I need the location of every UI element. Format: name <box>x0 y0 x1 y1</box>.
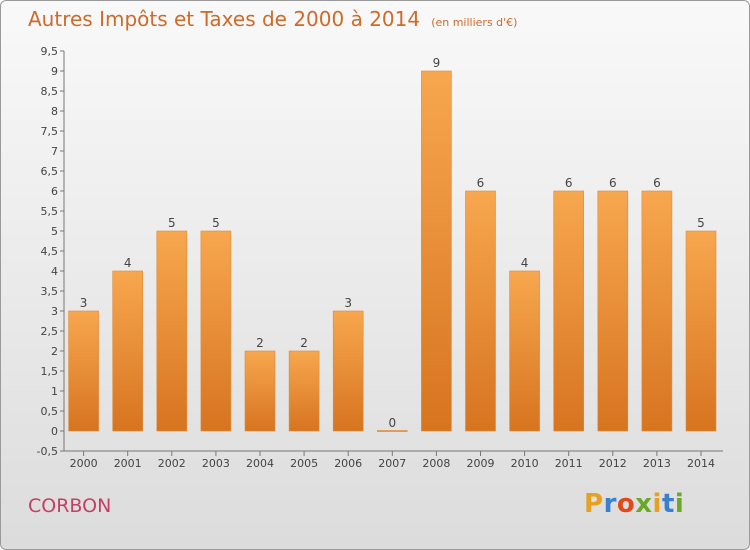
commune-name: CORBON <box>28 495 112 517</box>
x-tick-label: 2001 <box>114 457 142 470</box>
y-tick-label: -0,5 <box>37 445 58 458</box>
bar <box>156 230 188 432</box>
x-tick-label: 2008 <box>422 457 450 470</box>
y-tick-label: 8 <box>51 105 58 118</box>
bar <box>200 230 232 432</box>
bar-value-label: 6 <box>565 176 573 190</box>
x-tick-label: 2014 <box>687 457 715 470</box>
bar-value-label: 6 <box>609 176 617 190</box>
bar-value-label: 4 <box>521 256 529 270</box>
y-tick-label: 1,5 <box>41 365 59 378</box>
bar <box>112 270 143 432</box>
y-tick-label: 0 <box>51 425 58 438</box>
y-tick-label: 7 <box>51 145 58 158</box>
bar <box>597 190 629 432</box>
y-tick-label: 4,5 <box>41 245 59 258</box>
y-tick-label: 3,5 <box>41 285 59 298</box>
y-tick-label: 6,5 <box>41 165 59 178</box>
x-tick-label: 2012 <box>599 457 627 470</box>
logo-letter: t <box>661 489 675 519</box>
bar-value-label: 2 <box>256 336 264 350</box>
x-tick-label: 2007 <box>378 457 406 470</box>
bar <box>465 190 496 432</box>
bar <box>641 190 673 432</box>
logo-letter: x <box>635 489 653 519</box>
chart-title-block: Autres Impôts et Taxes de 2000 à 2014 (e… <box>28 7 517 31</box>
bar-value-label: 0 <box>388 416 396 430</box>
y-tick-label: 0,5 <box>41 405 59 418</box>
bar <box>421 70 452 432</box>
bar-value-label: 6 <box>477 176 485 190</box>
bar <box>509 270 540 432</box>
bar <box>332 310 364 432</box>
y-tick-label: 5,5 <box>41 205 59 218</box>
bar <box>244 350 276 432</box>
chart-subtitle: (en milliers d'€) <box>431 16 518 29</box>
x-tick-label: 2010 <box>511 457 539 470</box>
y-tick-label: 6 <box>51 185 58 198</box>
bar <box>376 430 408 432</box>
bar-value-label: 3 <box>344 296 352 310</box>
bar-value-label: 5 <box>168 216 176 230</box>
y-tick-label: 1 <box>51 385 58 398</box>
x-tick-label: 2009 <box>467 457 495 470</box>
y-tick-label: 9 <box>51 65 58 78</box>
bar-value-label: 9 <box>433 56 441 70</box>
bar-value-label: 2 <box>300 336 308 350</box>
bar <box>288 350 320 432</box>
x-tick-label: 2002 <box>158 457 186 470</box>
x-tick-label: 2003 <box>202 457 230 470</box>
logo-letter: r <box>603 489 617 519</box>
y-tick-label: 5 <box>51 225 58 238</box>
y-tick-label: 7,5 <box>41 125 59 138</box>
logo-letter: P <box>584 489 604 519</box>
chart-title: Autres Impôts et Taxes de 2000 à 2014 <box>28 7 421 31</box>
bar-value-label: 6 <box>653 176 661 190</box>
y-tick-label: 4 <box>51 265 58 278</box>
bar-value-label: 3 <box>80 296 88 310</box>
bar <box>68 310 99 432</box>
bar-value-label: 5 <box>697 216 705 230</box>
bar <box>553 190 585 432</box>
y-tick-label: 2 <box>51 345 58 358</box>
proxiti-logo[interactable]: Proxiti <box>584 489 684 519</box>
x-tick-label: 2000 <box>70 457 98 470</box>
bar-value-label: 5 <box>212 216 220 230</box>
x-tick-label: 2006 <box>334 457 362 470</box>
y-tick-label: 3 <box>51 305 58 318</box>
logo-letter: i <box>652 489 662 519</box>
x-tick-label: 2005 <box>290 457 318 470</box>
bar <box>685 230 717 432</box>
y-tick-label: 8,5 <box>41 85 59 98</box>
x-tick-label: 2013 <box>643 457 671 470</box>
x-tick-label: 2004 <box>246 457 274 470</box>
y-tick-label: 9,5 <box>41 45 59 58</box>
y-tick-label: 2,5 <box>41 325 59 338</box>
logo-letter: i <box>674 489 685 519</box>
bar-value-label: 4 <box>124 256 132 270</box>
logo-letter: o <box>616 489 636 519</box>
x-tick-label: 2011 <box>555 457 583 470</box>
